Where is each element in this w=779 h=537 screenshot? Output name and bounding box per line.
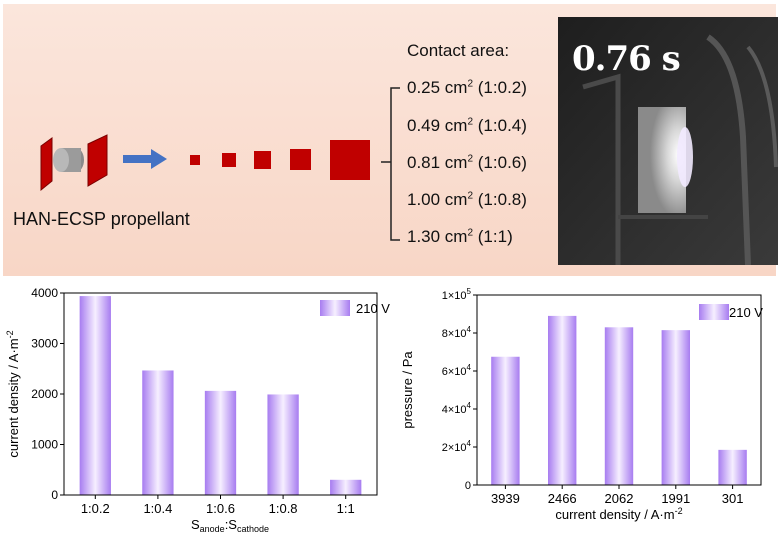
x-tick-label: 1:0.4: [143, 501, 172, 516]
illustration-graphics: [40, 87, 400, 241]
x-tick-label: 301: [722, 491, 744, 506]
legend: 210 V: [699, 304, 763, 320]
bar: [491, 356, 520, 485]
propellant-assembly-icon: [40, 134, 108, 192]
y-axis-label: pressure / Pa: [400, 351, 415, 429]
x-tick-label: 2062: [605, 491, 634, 506]
y-axis-label: current density / A·m-2: [5, 330, 21, 457]
legend-label: 210 V: [729, 305, 763, 320]
x-tick-label: 1:0.8: [269, 501, 298, 516]
electrode-square: [222, 153, 236, 167]
y-tick-label: 6×104: [442, 363, 472, 378]
bar: [79, 296, 111, 495]
contact-area-item: 0.49 cm2 (1:0.4): [407, 116, 527, 135]
combustion-photo: 0.76 s: [558, 17, 778, 265]
x-axis-label: Sanode:Scathode: [191, 517, 269, 534]
legend: 210 V: [320, 300, 390, 316]
contact-area-item: 1.00 cm2 (1:0.8): [407, 190, 527, 209]
electrode-square: [330, 140, 370, 180]
x-tick-label: 1:0.6: [206, 501, 235, 516]
x-tick-label: 1:1: [337, 501, 355, 516]
contact-area-item: 0.25 cm2 (1:0.2): [407, 78, 527, 97]
current-density-chart: 1:0.2 1:0.4 1:0.6 1:0.8 1:1 0 1000 2000 3000 4000…: [5, 286, 390, 534]
bracket-icon: [381, 87, 400, 241]
axis-ticks: 3939 2466 2062 1991 301 0 2×104 4×104 6×104 8×104…: [442, 287, 744, 506]
bar: [204, 390, 237, 495]
x-tick-label: 1:0.2: [81, 501, 110, 516]
contact-area-title: Contact area:: [407, 41, 510, 60]
bar: [604, 327, 634, 485]
bar: [267, 394, 299, 495]
legend-swatch: [320, 300, 350, 316]
electrode-square: [290, 149, 311, 170]
bar: [661, 330, 690, 485]
axis-ticks: 1:0.2 1:0.4 1:0.6 1:0.8 1:1 0 1000 2000 3000 4000: [31, 286, 354, 516]
electrode-square: [190, 155, 200, 165]
y-tick-label: 3000: [31, 337, 58, 351]
y-tick-label: 0: [51, 488, 58, 502]
y-tick-label: 2×104: [442, 439, 472, 454]
bar: [718, 449, 747, 485]
y-tick-label: 8×104: [442, 325, 472, 340]
pressure-chart: 3939 2466 2062 1991 301 0 2×104 4×104 6×104 8×104…: [400, 287, 763, 522]
legend-label: 210 V: [356, 301, 390, 316]
electrode-size-squares: [190, 140, 370, 180]
y-tick-label: 1×105: [442, 287, 472, 302]
contact-area-item: 0.81 cm2 (1:0.6): [407, 153, 527, 172]
x-axis-label: current density / A·m-2: [555, 506, 682, 522]
bar: [330, 479, 362, 495]
bar: [548, 315, 577, 485]
right-arrow-icon: [123, 149, 167, 169]
bars: [491, 315, 747, 485]
illustration-panel: HAN-ECSP propellant Contact area: 0.25 c…: [3, 4, 778, 276]
contact-area-item: 1.30 cm2 (1:1): [407, 227, 513, 246]
x-tick-label: 3939: [491, 491, 520, 506]
x-tick-label: 2466: [548, 491, 577, 506]
propellant-label: HAN-ECSP propellant: [13, 209, 190, 229]
bars: [79, 296, 362, 495]
photo-time-label: 0.76 s: [572, 39, 681, 79]
x-tick-label: 1991: [661, 491, 690, 506]
legend-swatch: [699, 304, 729, 320]
bar: [142, 370, 174, 495]
y-tick-label: 4000: [31, 286, 58, 300]
y-tick-label: 2000: [31, 387, 58, 401]
y-tick-label: 1000: [31, 438, 58, 452]
y-tick-label: 0: [465, 480, 471, 492]
y-tick-label: 4×104: [442, 401, 472, 416]
propellant-cylinder-face: [53, 148, 69, 172]
combustion-photo-graphics: [558, 17, 778, 265]
electrode-square: [254, 151, 271, 169]
